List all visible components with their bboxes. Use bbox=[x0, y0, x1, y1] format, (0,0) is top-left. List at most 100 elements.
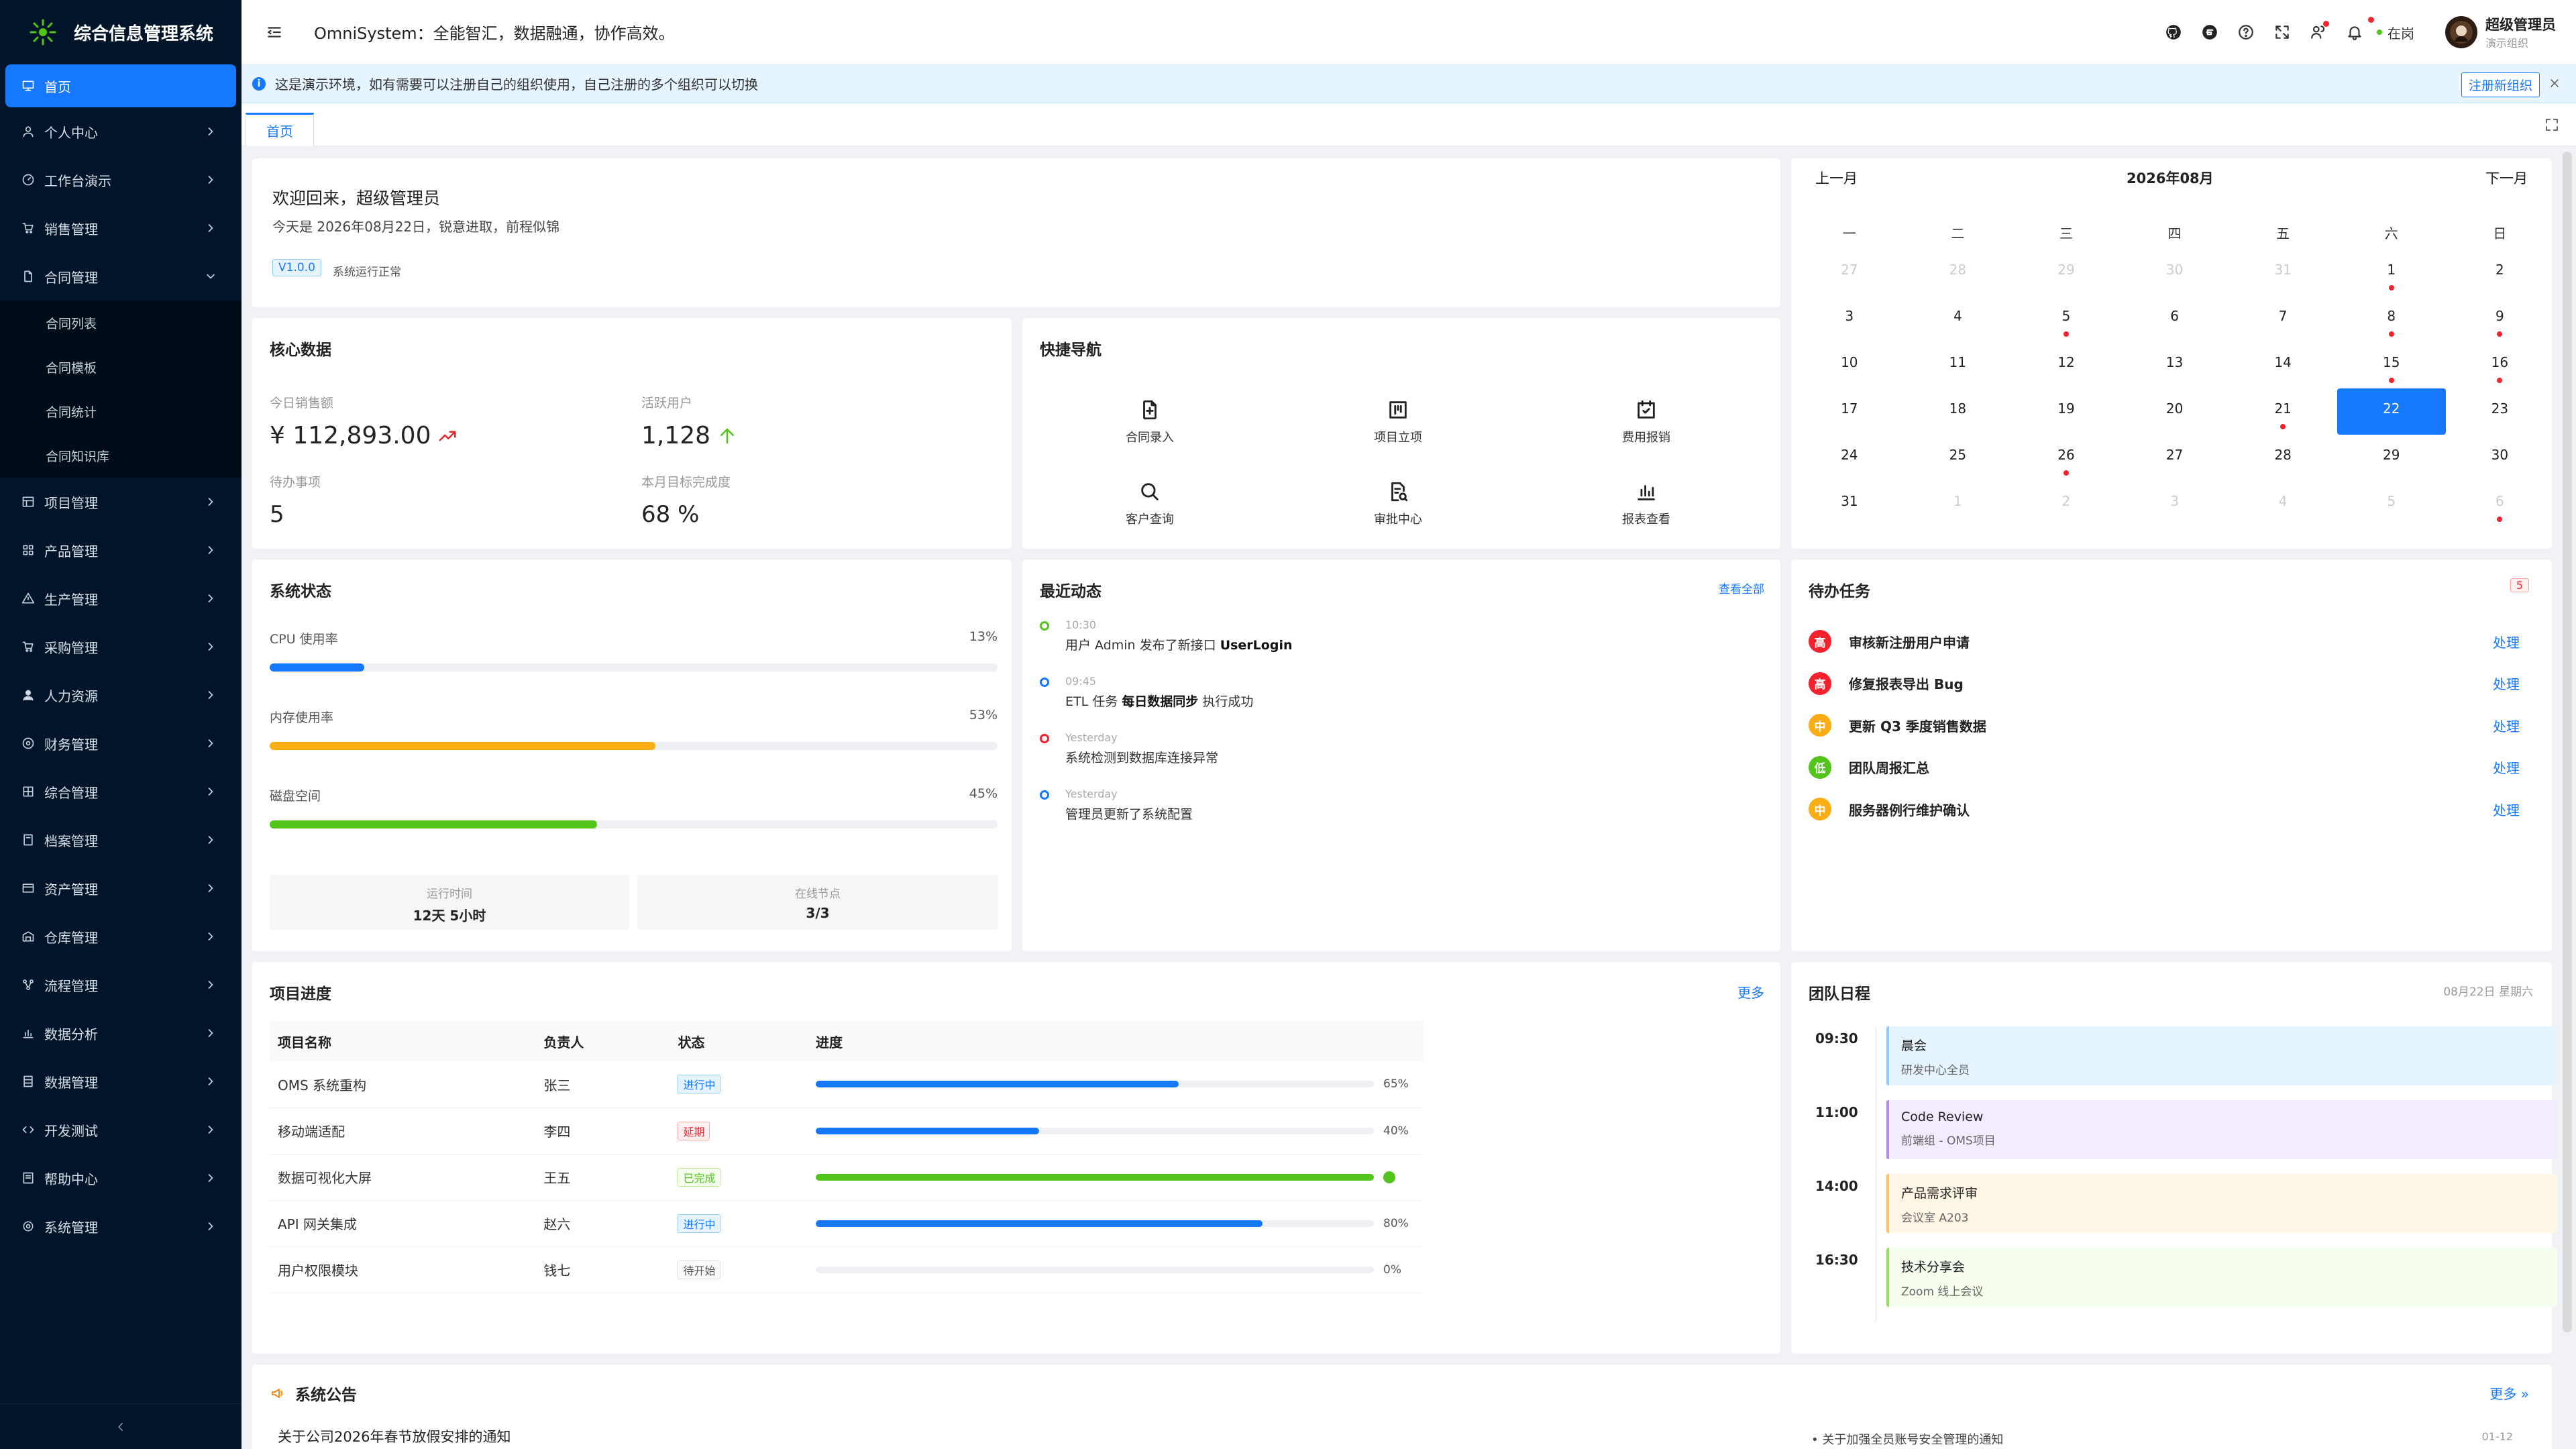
sidebar-item[interactable]: 流程管理 bbox=[0, 961, 241, 1009]
table-row[interactable]: 用户权限模块 钱七 待开始 0% bbox=[270, 1246, 1424, 1293]
sidebar-item[interactable]: 合同管理 bbox=[0, 252, 241, 301]
sidebar-item[interactable]: 财务管理 bbox=[0, 719, 241, 767]
view-all-link[interactable]: 查看全部 bbox=[1719, 583, 1764, 596]
tab-home[interactable]: 首页 bbox=[246, 113, 314, 146]
calendar-day[interactable]: 13 bbox=[2121, 342, 2229, 388]
calendar-day[interactable]: 24 bbox=[1795, 435, 1904, 481]
quick-expense[interactable]: 费用报销 bbox=[1559, 398, 1733, 445]
todo-process-link[interactable]: 处理 bbox=[2493, 802, 2520, 818]
projects-more-link[interactable]: 更多 bbox=[1737, 985, 1764, 1001]
calendar-day[interactable]: 14 bbox=[2229, 342, 2337, 388]
sidebar-item[interactable]: 系统管理 bbox=[0, 1202, 241, 1250]
schedule-item[interactable]: 09:30 晨会 研发中心全员 bbox=[1809, 1026, 2557, 1100]
calendar-day[interactable]: 3 bbox=[2121, 481, 2229, 527]
calendar-day[interactable]: 10 bbox=[1795, 342, 1904, 388]
calendar-day[interactable]: 26 bbox=[2012, 435, 2121, 481]
calendar-day[interactable]: 27 bbox=[1795, 250, 1904, 296]
announcement-more-link[interactable]: 更多 » bbox=[2489, 1386, 2529, 1402]
presence-status[interactable]: 在岗 bbox=[2377, 23, 2414, 42]
announcement-item[interactable]: 关于公司2026年春节放假安排的通知 bbox=[278, 1429, 511, 1445]
table-row[interactable]: 数据可视化大屏 王五 已完成 bbox=[270, 1154, 1424, 1201]
calendar-day[interactable]: 12 bbox=[2012, 342, 2121, 388]
calendar-day[interactable]: 25 bbox=[1904, 435, 2012, 481]
calendar-day[interactable]: 5 bbox=[2012, 296, 2121, 342]
todo-process-link[interactable]: 处理 bbox=[2493, 634, 2520, 651]
calendar-day[interactable]: 30 bbox=[2446, 435, 2555, 481]
calendar-day[interactable]: 18 bbox=[1904, 388, 2012, 435]
sidebar-item[interactable]: 仓库管理 bbox=[0, 912, 241, 961]
table-row[interactable]: 移动端适配 李四 延期 40% bbox=[270, 1108, 1424, 1155]
submenu-item[interactable]: 合同知识库 bbox=[46, 449, 110, 464]
calendar-day[interactable]: 4 bbox=[1904, 296, 2012, 342]
register-org-button[interactable]: 注册新组织 bbox=[2461, 72, 2540, 97]
calendar-prev-month[interactable]: 上一月 bbox=[1815, 170, 1858, 186]
user-info[interactable]: 超级管理员 演示组织 bbox=[2485, 14, 2556, 50]
quick-reports[interactable]: 报表查看 bbox=[1559, 480, 1733, 527]
calendar-day[interactable]: 3 bbox=[1795, 296, 1904, 342]
fullscreen-button[interactable] bbox=[2273, 23, 2291, 41]
calendar-day[interactable]: 6 bbox=[2446, 481, 2555, 527]
calendar-day[interactable]: 1 bbox=[2337, 250, 2446, 296]
submenu-item[interactable]: 合同模板 bbox=[46, 360, 97, 376]
calendar-day[interactable]: 17 bbox=[1795, 388, 1904, 435]
calendar-day[interactable]: 27 bbox=[2121, 435, 2229, 481]
sidebar-item[interactable]: 个人中心 bbox=[0, 107, 241, 156]
calendar-day[interactable]: 19 bbox=[2012, 388, 2121, 435]
sidebar-item[interactable]: 采购管理 bbox=[0, 623, 241, 671]
calendar-day[interactable]: 8 bbox=[2337, 296, 2446, 342]
table-row[interactable]: API 网关集成 赵六 进行中 80% bbox=[270, 1200, 1424, 1247]
github-button[interactable] bbox=[2165, 23, 2182, 41]
expand-icon[interactable] bbox=[2544, 117, 2560, 133]
calendar-day[interactable]: 29 bbox=[2012, 250, 2121, 296]
schedule-item[interactable]: 11:00 Code Review 前端组 - OMS项目 bbox=[1809, 1100, 2557, 1174]
submenu-item[interactable]: 合同统计 bbox=[46, 405, 97, 420]
menu-fold-icon[interactable] bbox=[266, 23, 283, 41]
avatar[interactable] bbox=[2445, 16, 2477, 48]
calendar-day[interactable]: 29 bbox=[2337, 435, 2446, 481]
help-button[interactable] bbox=[2237, 23, 2255, 41]
close-icon[interactable] bbox=[2548, 76, 2561, 90]
calendar-day[interactable]: 30 bbox=[2121, 250, 2229, 296]
quick-customer-query[interactable]: 客户查询 bbox=[1063, 480, 1237, 527]
calendar-day[interactable]: 9 bbox=[2446, 296, 2555, 342]
sidebar-item[interactable]: 数据分析 bbox=[0, 1009, 241, 1057]
submenu-item[interactable]: 合同列表 bbox=[46, 316, 97, 331]
notifications-button[interactable] bbox=[2346, 17, 2374, 41]
calendar-day[interactable]: 15 bbox=[2337, 342, 2446, 388]
calendar-day[interactable]: 31 bbox=[2229, 250, 2337, 296]
sidebar-item[interactable]: 项目管理 bbox=[0, 478, 241, 526]
calendar-day[interactable]: 7 bbox=[2229, 296, 2337, 342]
calendar-day[interactable]: 5 bbox=[2337, 481, 2446, 527]
sidebar-item[interactable]: 综合管理 bbox=[0, 767, 241, 816]
sidebar-item[interactable]: 档案管理 bbox=[0, 816, 241, 864]
quick-approval-center[interactable]: 审批中心 bbox=[1311, 480, 1485, 527]
calendar-next-month[interactable]: 下一月 bbox=[2485, 170, 2528, 186]
schedule-item[interactable]: 14:00 产品需求评审 会议室 A203 bbox=[1809, 1174, 2557, 1248]
quick-contract-entry[interactable]: 合同录入 bbox=[1063, 398, 1237, 445]
collapse-sidebar-button[interactable] bbox=[0, 1403, 241, 1449]
calendar-day[interactable]: 23 bbox=[2446, 388, 2555, 435]
todo-process-link[interactable]: 处理 bbox=[2493, 718, 2520, 735]
online-users-button[interactable] bbox=[2310, 21, 2329, 41]
calendar-day[interactable]: 1 bbox=[1904, 481, 2012, 527]
calendar-day[interactable]: 20 bbox=[2121, 388, 2229, 435]
page-scrollbar[interactable] bbox=[2563, 152, 2572, 1332]
calendar-day[interactable]: 28 bbox=[2229, 435, 2337, 481]
sidebar-item[interactable]: 产品管理 bbox=[0, 526, 241, 574]
app-logo[interactable]: 综合信息管理系统 bbox=[0, 0, 241, 64]
schedule-item[interactable]: 16:30 技术分享会 Zoom 线上会议 bbox=[1809, 1248, 2557, 1322]
todo-process-link[interactable]: 处理 bbox=[2493, 760, 2520, 776]
sidebar-item[interactable]: 资产管理 bbox=[0, 864, 241, 912]
calendar-day[interactable]: 11 bbox=[1904, 342, 2012, 388]
sidebar-item[interactable]: 工作台演示 bbox=[0, 156, 241, 204]
calendar-day[interactable]: 21 bbox=[2229, 388, 2337, 435]
sidebar-item[interactable]: 帮助中心 bbox=[0, 1154, 241, 1202]
calendar-day[interactable]: 22 bbox=[2337, 388, 2446, 435]
sidebar-item[interactable]: 人力资源 bbox=[0, 671, 241, 719]
sidebar-item[interactable]: 开发测试 bbox=[0, 1106, 241, 1154]
calendar-day[interactable]: 4 bbox=[2229, 481, 2337, 527]
calendar-day[interactable]: 31 bbox=[1795, 481, 1904, 527]
table-row[interactable]: OMS 系统重构 张三 进行中 65% bbox=[270, 1061, 1424, 1108]
announcement-item[interactable]: • 关于加强全员账号安全管理的通知 bbox=[1811, 1433, 2004, 1447]
quick-project-setup[interactable]: 项目立项 bbox=[1311, 398, 1485, 445]
